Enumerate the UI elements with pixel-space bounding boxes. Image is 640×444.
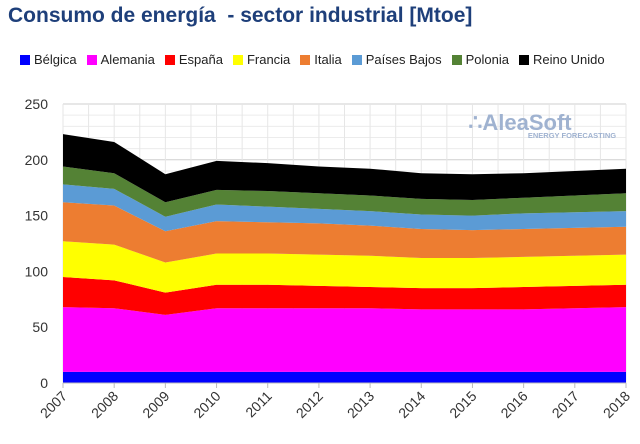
y-tick-label: 200 xyxy=(25,152,49,168)
legend-label: Italia xyxy=(314,52,342,67)
x-tick-label: 2008 xyxy=(88,388,121,421)
legend-swatch xyxy=(232,54,243,65)
x-tick-label: 2012 xyxy=(293,388,326,421)
legend: Bélgica Alemania España Francia Italia Países… xyxy=(20,52,605,67)
legend-item: Francia xyxy=(232,52,291,67)
legend-item: Bélgica xyxy=(20,52,77,67)
legend-label: Reino Unido xyxy=(533,52,605,67)
legend-swatch xyxy=(451,54,462,65)
y-tick-label: 0 xyxy=(40,375,48,391)
legend-label: Francia xyxy=(246,52,291,67)
x-tick-label: 2015 xyxy=(446,388,479,421)
legend-item: Italia xyxy=(300,52,342,67)
x-tick-label: 2007 xyxy=(37,388,70,421)
area-polonia xyxy=(63,166,626,217)
legend-label: Alemania xyxy=(100,52,155,67)
x-tick-label: 2013 xyxy=(344,388,377,421)
x-tick-label: 2014 xyxy=(395,388,428,421)
area-italia xyxy=(63,202,626,263)
legend-item: Países Bajos xyxy=(351,52,442,67)
y-tick-label: 50 xyxy=(32,319,48,335)
legend-item: Polonia xyxy=(451,52,510,67)
chart-title: Consumo de energía - sector industrial [… xyxy=(8,4,473,27)
legend-swatch xyxy=(351,54,362,65)
legend-label: España xyxy=(178,52,223,67)
area-españa xyxy=(63,276,626,315)
area-francia xyxy=(63,241,626,293)
y-tick-label: 250 xyxy=(25,96,49,112)
y-tick-label: 150 xyxy=(25,208,49,224)
area-alemania xyxy=(63,307,626,372)
legend-item: Alemania xyxy=(86,52,155,67)
legend-swatch xyxy=(300,54,311,65)
area-países-bajos xyxy=(63,184,626,232)
legend-label: Bélgica xyxy=(34,52,77,67)
x-tick-label: 2016 xyxy=(497,388,530,421)
legend-swatch xyxy=(519,54,530,65)
x-tick-label: 2009 xyxy=(139,388,172,421)
watermark-logo: ∴AleaSoft xyxy=(468,110,572,135)
x-tick-label: 2011 xyxy=(242,388,275,421)
x-tick-label: 2017 xyxy=(549,388,582,421)
area-bélgica xyxy=(63,371,626,383)
legend-swatch xyxy=(20,54,30,65)
watermark-tagline: ENERGY FORECASTING xyxy=(528,131,616,140)
legend-swatch xyxy=(164,54,175,65)
legend-swatch xyxy=(86,54,97,65)
x-tick-label: 2018 xyxy=(600,388,633,421)
y-tick-label: 100 xyxy=(25,263,49,279)
legend-item: Reino Unido xyxy=(519,52,605,67)
legend-item: España xyxy=(164,52,223,67)
area-reino-unido xyxy=(63,134,626,203)
legend-label: Polonia xyxy=(465,52,510,67)
legend-label: Países Bajos xyxy=(365,52,442,67)
x-tick-label: 2010 xyxy=(190,388,223,421)
